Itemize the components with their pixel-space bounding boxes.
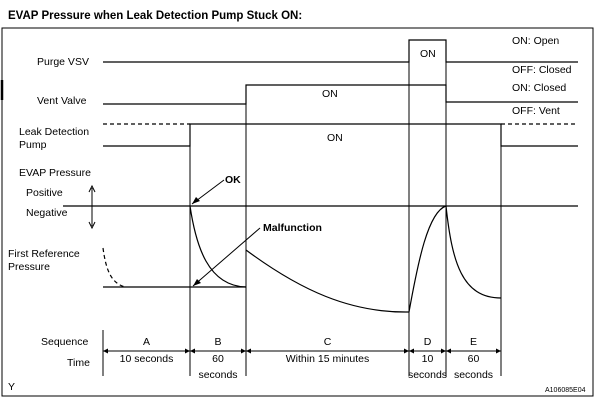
vent-valve-trace: [103, 84, 578, 105]
purge-off-note: OFF: Closed: [512, 64, 572, 76]
pump-trace: [103, 123, 578, 147]
pressure-curve-c: [245, 249, 410, 313]
time-arrowhead-right: [190, 348, 195, 354]
step-e-time: 60: [468, 353, 480, 365]
first-ref-label-line2: Pressure: [8, 261, 50, 273]
diagram-title: EVAP Pressure when Leak Detection Pump S…: [8, 10, 302, 22]
malfunction-leader: [192, 227, 261, 287]
pump-label-line2: Pump: [19, 139, 47, 151]
time-arrowhead-left: [496, 348, 501, 354]
time-arrowhead-right: [246, 348, 251, 354]
step-e-time-unit: seconds: [454, 369, 493, 381]
evap-pressure-label: EVAP Pressure: [19, 167, 91, 179]
time-arrowhead-left: [404, 348, 409, 354]
sequence-steps: A 10 seconds B 60 seconds C Within 15 minutes D…: [120, 336, 493, 381]
diagram-frame: [1, 27, 594, 397]
sequence-step-d: D: [424, 336, 432, 348]
step-c-time: Within 15 minutes: [286, 353, 369, 365]
pressure-curve-b: [189, 205, 247, 288]
ok-callout: OK: [225, 174, 241, 186]
vent-on-label: ON: [322, 88, 338, 100]
vent-off-note: OFF: Vent: [512, 105, 560, 117]
positive-label: Positive: [26, 187, 63, 199]
pressure-dashed-drop: [102, 247, 126, 288]
time-arrowhead-right: [446, 348, 451, 354]
purge-on-note: ON: Open: [512, 35, 559, 47]
time-row-label: Time: [67, 357, 90, 369]
step-d-time-unit: seconds: [408, 369, 447, 381]
pump-on-label: ON: [327, 132, 343, 144]
phase-boundary-arrows: [103, 348, 501, 354]
negative-label: Negative: [26, 207, 68, 219]
vent-valve-label: Vent Valve: [37, 95, 87, 107]
first-ref-label-line1: First Reference: [8, 248, 80, 260]
step-a-time: 10 seconds: [120, 353, 174, 365]
step-b-time-unit: seconds: [198, 369, 237, 381]
purge-vsv-trace: [103, 39, 578, 63]
sequence-step-a: A: [143, 336, 150, 348]
pressure-curve-d: [408, 205, 447, 313]
malfunction-arrowhead: [193, 279, 201, 286]
sequence-step-c: C: [324, 336, 332, 348]
time-arrowhead-left: [241, 348, 246, 354]
figure-code: A106085E04: [545, 387, 586, 394]
step-b-time: 60: [212, 353, 224, 365]
purge-vsv-label: Purge VSV: [37, 56, 89, 68]
sequence-step-b: B: [214, 336, 221, 348]
pressure-axis-arrow: [88, 184, 96, 230]
purge-on-label: ON: [420, 48, 436, 60]
step-d-time: 10: [422, 353, 434, 365]
ok-arrowhead: [192, 197, 200, 204]
time-arrowhead-left: [441, 348, 446, 354]
pressure-curve-e: [445, 205, 502, 299]
time-arrowhead-left: [185, 348, 190, 354]
malfunction-callout: Malfunction: [263, 222, 322, 234]
pump-label-line1: Leak Detection: [19, 126, 89, 138]
time-arrowhead-right: [409, 348, 414, 354]
sequence-row-label: Sequence: [41, 336, 88, 348]
sequence-step-e: E: [470, 336, 477, 348]
footer-left-mark: Y: [8, 381, 15, 393]
time-arrowhead-right: [103, 348, 108, 354]
vent-on-note: ON: Closed: [512, 82, 566, 94]
